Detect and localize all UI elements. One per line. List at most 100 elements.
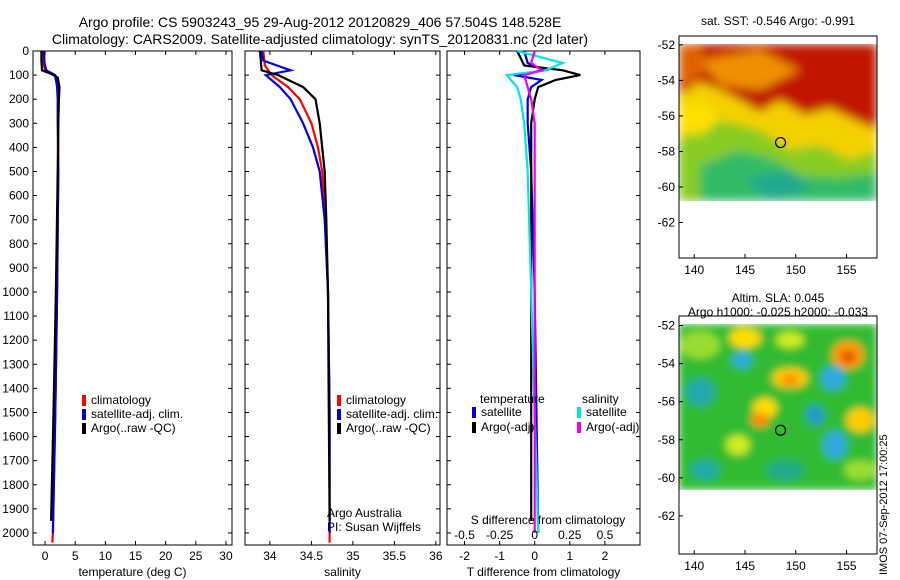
difference-top-tick-label: -0.5 <box>454 528 475 542</box>
salinity-annotation-line1: Argo Australia <box>327 506 402 520</box>
temperature-legend-swatch <box>82 423 86 434</box>
salinity-axes-box <box>244 50 441 546</box>
sst-map-argo-marker <box>774 136 787 149</box>
difference-xtick-label: -1 <box>494 549 505 563</box>
timestamp-stamp: IMOS 07-Sep-2012 17:00:25 <box>878 434 890 575</box>
sst-map-ytick-label: -54 <box>658 73 676 87</box>
ytick-label: 0 <box>22 44 29 58</box>
difference-axes-box <box>446 50 641 546</box>
difference-legend-swatch <box>577 407 581 418</box>
difference-xtick-label: 2 <box>602 549 609 563</box>
difference-legend-header-salinity: salinity <box>582 392 619 406</box>
sla-map-ytick-label: -54 <box>658 357 676 371</box>
salinity-xtick-label: 35.5 <box>383 549 407 563</box>
sst-map-ytick-label: -60 <box>658 180 676 194</box>
temperature-axes-box <box>32 50 233 546</box>
salinity-legend-swatch <box>337 423 341 434</box>
ytick-label: 500 <box>9 164 29 178</box>
temperature-xtick-label: 25 <box>189 549 203 563</box>
figure-title-line1: Argo profile: CS 5903243_95 29-Aug-2012 … <box>78 14 562 30</box>
difference-xtick-label: 0 <box>531 549 538 563</box>
difference-legend-label: satellite <box>586 405 627 419</box>
ytick-label: 2000 <box>2 526 29 540</box>
sst-map-imagery <box>679 44 877 201</box>
difference-legend-swatch <box>472 407 476 418</box>
temperature-legend-swatch <box>82 409 86 420</box>
salinity-series-2 <box>258 50 331 521</box>
sla-map-ytick-label: -58 <box>658 433 676 447</box>
sla-map-title: Argo h1000: -0.025 h2000: -0.033 <box>688 305 868 319</box>
sla-map-xtick-label: 140 <box>684 559 704 573</box>
temperature-xlabel: temperature (deg C) <box>78 565 186 579</box>
ytick-label: 1100 <box>3 309 29 323</box>
ytick-label: 700 <box>9 213 29 227</box>
salinity-legend-label: climatology <box>346 393 406 407</box>
difference-legend-swatch <box>472 422 476 433</box>
temperature-series-2 <box>40 51 61 521</box>
sst-map-ytick-label: -62 <box>658 215 676 229</box>
sst-map-ytick-label: -52 <box>658 38 676 52</box>
sst-map-xtick-label: 140 <box>684 263 704 277</box>
ytick-label: 1300 <box>2 357 29 371</box>
sst-map-axes-box <box>678 35 878 259</box>
temperature-legend-label: climatology <box>91 393 151 407</box>
sla-map-axes-box <box>678 315 878 555</box>
ytick-label: 1900 <box>2 502 29 516</box>
sst-map-xtick-label: 150 <box>786 263 806 277</box>
ytick-label: 1800 <box>2 478 29 492</box>
difference-xtick-label: 1 <box>566 549 573 563</box>
difference-xlabel: T difference from climatology <box>467 565 621 579</box>
ytick-label: 400 <box>9 140 29 154</box>
salinity-xtick-label: 34.5 <box>300 549 324 563</box>
salinity-xtick-label: 35 <box>346 549 360 563</box>
difference-legend-swatch <box>577 422 581 433</box>
ytick-label: 1700 <box>2 454 29 468</box>
temperature-xtick-label: 10 <box>99 549 113 563</box>
sla-map-ytick-label: -56 <box>658 395 676 409</box>
difference-xtick-label: -2 <box>459 549 470 563</box>
sla-map-argo-marker <box>774 424 787 436</box>
salinity-xtick-label: 34 <box>263 549 277 563</box>
salinity-legend-label: satellite-adj. clim. <box>346 407 438 421</box>
difference-legend-label: satellite <box>481 405 522 419</box>
temperature-xtick-label: 15 <box>129 549 143 563</box>
temperature-xtick-label: 5 <box>72 549 79 563</box>
temperature-legend-label: satellite-adj. clim. <box>91 407 183 421</box>
figure-title-line2: Climatology: CARS2009. Satellite-adjuste… <box>51 31 589 47</box>
ytick-label: 200 <box>9 92 29 106</box>
difference-series-2 <box>504 49 567 534</box>
sst-map-xtick-label: 155 <box>837 263 857 277</box>
ytick-label: 800 <box>9 237 29 251</box>
difference-series-0 <box>513 50 550 534</box>
sst-map-ytick-label: -58 <box>658 144 676 158</box>
salinity-annotation-line2: PI: Susan Wijffels <box>327 520 421 534</box>
temperature-legend-swatch <box>82 395 86 406</box>
difference-top-tick-label: 0.5 <box>597 528 614 542</box>
difference-top-tick-label: 0.25 <box>558 528 582 542</box>
salinity-legend-swatch <box>337 409 341 420</box>
temperature-legend-label: Argo(..raw -QC) <box>91 421 176 435</box>
sst-map-title: sat. SST: -0.546 Argo: -0.991 <box>701 14 855 28</box>
difference-legend-label: Argo(-adj) <box>586 420 639 434</box>
ytick-label: 900 <box>9 261 29 275</box>
ytick-label: 1500 <box>2 405 29 419</box>
ytick-label: 1000 <box>2 285 29 299</box>
difference-xlabel-top: S difference from climatology <box>471 513 626 527</box>
sst-map-xtick-label: 145 <box>735 263 755 277</box>
difference-top-tick-label: 0 <box>531 528 538 542</box>
temperature-xtick-label: 30 <box>219 549 233 563</box>
ytick-label: 1200 <box>2 333 29 347</box>
sla-map-title: Altim. SLA: 0.045 <box>732 291 825 305</box>
sla-map-ytick-label: -60 <box>658 471 676 485</box>
difference-series-3 <box>522 50 545 533</box>
temperature-xtick-label: 0 <box>42 549 49 563</box>
salinity-xtick-label: 36 <box>429 549 443 563</box>
temperature-series-1 <box>42 50 60 534</box>
ytick-label: 600 <box>9 189 29 203</box>
difference-legend-header-temperature: temperature <box>480 392 545 406</box>
ytick-label: 1400 <box>2 381 29 395</box>
temperature-xtick-label: 20 <box>159 549 173 563</box>
sla-map-xtick-label: 150 <box>786 559 806 573</box>
ytick-label: 300 <box>9 116 29 130</box>
